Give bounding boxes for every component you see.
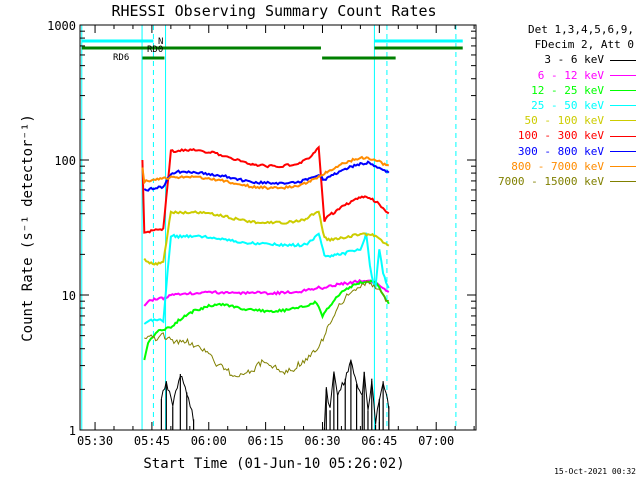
legend-swatch <box>610 135 636 137</box>
legend-entry: 12 - 25 keV <box>470 83 636 98</box>
generation-timestamp: 15-Oct-2021 00:32 <box>554 467 636 476</box>
legend-swatch <box>610 150 636 152</box>
x-tick-label: 06:15 <box>248 434 284 448</box>
x-tick-label: 05:45 <box>134 434 170 448</box>
legend-entry-label: 6 - 12 keV <box>537 68 604 82</box>
series-line <box>143 232 390 325</box>
legend-entry-label: 300 - 800 keV <box>517 144 604 158</box>
series-line <box>143 210 390 266</box>
legend-swatch <box>610 120 636 122</box>
x-tick-label: 06:45 <box>361 434 397 448</box>
series-line <box>141 145 390 234</box>
axes: 05:30 05:45 06:00 06:15 06:30 06:45 07:00 1 10 10… <box>47 19 477 448</box>
series-3-6-keV <box>160 358 390 430</box>
series-line <box>143 278 390 307</box>
legend-entry-label: 3 - 6 keV <box>544 53 604 67</box>
legend-entry: 50 - 100 keV <box>470 113 636 128</box>
legend-entry-label: 7000 - 15000 keV <box>498 175 604 189</box>
x-axis-label: Start Time (01-Jun-10 05:26:02) <box>143 456 404 472</box>
series-line <box>144 280 389 378</box>
legend-swatch <box>610 181 636 183</box>
data-series <box>141 145 390 430</box>
x-tick-label: 06:30 <box>304 434 340 448</box>
series-25-50-keV <box>143 232 390 325</box>
annotation-label: RD6 <box>113 53 129 63</box>
legend-entry: 800 - 7000 keV <box>470 159 636 174</box>
legend-entry-label: 50 - 100 keV <box>524 114 604 128</box>
legend-entry: 300 - 800 keV <box>470 144 636 159</box>
x-tick-label: 06:00 <box>191 434 227 448</box>
series-line <box>143 279 390 361</box>
legend-entry: 6 - 12 keV <box>470 68 636 83</box>
x-tick-label: 07:00 <box>418 434 454 448</box>
legend-entry-label: 25 - 50 keV <box>531 99 604 113</box>
legend-swatch <box>610 165 636 167</box>
legend-entry-label: 12 - 25 keV <box>531 83 604 97</box>
series-50-100-keV <box>143 210 390 266</box>
annotation-label: RD0 <box>147 45 163 55</box>
series-100-300-keV <box>141 145 390 234</box>
legend-swatch <box>610 89 636 91</box>
legend-entry: 25 - 50 keV <box>470 98 636 113</box>
legend-entry: 3 - 6 keV <box>470 52 636 67</box>
y-tick-label: 10 <box>62 289 76 303</box>
chart-title: RHESSI Observing Summary Count Rates <box>111 2 436 20</box>
legend-entry: 7000 - 15000 keV <box>470 174 636 189</box>
legend-swatch <box>610 105 636 107</box>
series-line <box>323 358 390 428</box>
y-tick-label: 1000 <box>47 19 76 33</box>
series-12-25-keV <box>143 279 390 361</box>
series-7000-15000-keV <box>144 280 389 378</box>
legend-header-decimation: FDecim 2, Att 0 <box>534 38 634 52</box>
annotation-label: N <box>158 37 163 47</box>
y-tick-label: 1 <box>69 424 76 438</box>
y-tick-label: 100 <box>54 154 76 168</box>
series-6-12-keV <box>143 278 390 307</box>
series-line <box>143 160 390 192</box>
legend-header-detectors: Det 1,3,4,5,6,9, <box>528 23 634 36</box>
y-axis-label: Count Rate (s⁻¹ detector⁻¹) <box>20 114 36 342</box>
legend-entry-label: 800 - 7000 keV <box>511 159 604 173</box>
series-300-800-keV <box>143 160 390 192</box>
plot-frame <box>79 24 477 431</box>
series-line <box>141 155 390 191</box>
series-800-7000-keV <box>141 155 390 191</box>
legend: Det 1,3,4,5,6,9, FDecim 2, Att 0 3 - 6 k… <box>470 22 636 189</box>
x-tick-label: 05:30 <box>77 434 113 448</box>
legend-entry-label: 100 - 300 keV <box>517 129 604 143</box>
legend-entry: 100 - 300 keV <box>470 128 636 143</box>
legend-swatch <box>610 59 636 61</box>
legend-swatch <box>610 74 636 76</box>
